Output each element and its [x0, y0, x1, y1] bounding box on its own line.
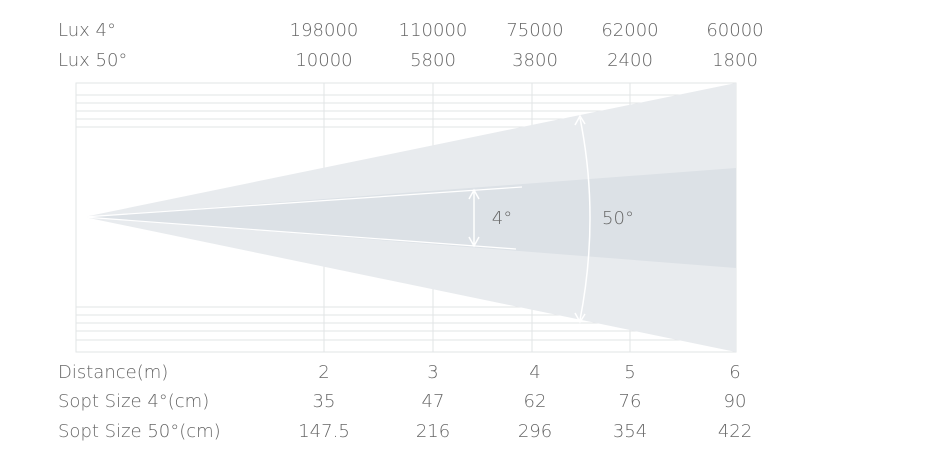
- row-value: 2: [318, 362, 329, 383]
- row-value: 5800: [410, 50, 456, 71]
- row-value: 5: [624, 362, 635, 383]
- row-value: 198000: [290, 20, 359, 41]
- beam-edges: [83, 186, 523, 250]
- row-value: 147.5: [298, 421, 350, 442]
- beam-label: 50°: [602, 208, 634, 229]
- row-value: 296: [518, 421, 552, 442]
- row-value: 354: [613, 421, 647, 442]
- row-value: 6: [729, 362, 740, 383]
- row-value: 76: [619, 391, 642, 412]
- row-value: 422: [718, 421, 752, 442]
- angle-arrows: [468, 114, 591, 324]
- row-value: 10000: [295, 50, 352, 71]
- row-label: Lux 4°: [58, 20, 116, 41]
- row-value: 2400: [607, 50, 653, 71]
- beam-label: 4°: [492, 208, 512, 229]
- row-label: Sopt Size 50°(cm): [58, 421, 221, 442]
- beam-4: [84, 168, 736, 268]
- row-label: Lux 50°: [58, 50, 127, 71]
- row-value: 60000: [706, 20, 763, 41]
- row-value: 75000: [506, 20, 563, 41]
- row-value: 216: [416, 421, 450, 442]
- row-value: 90: [724, 391, 747, 412]
- row-label: Distance(m): [58, 362, 168, 383]
- row-value: 35: [313, 391, 336, 412]
- row-value: 1800: [712, 50, 758, 71]
- row-value: 62000: [601, 20, 658, 41]
- row-value: 4: [529, 362, 540, 383]
- row-value: 62: [524, 391, 547, 412]
- row-label: Sopt Size 4°(cm): [58, 391, 209, 412]
- row-value: 47: [422, 391, 445, 412]
- row-value: 3800: [512, 50, 558, 71]
- row-value: 110000: [399, 20, 468, 41]
- row-value: 3: [427, 362, 438, 383]
